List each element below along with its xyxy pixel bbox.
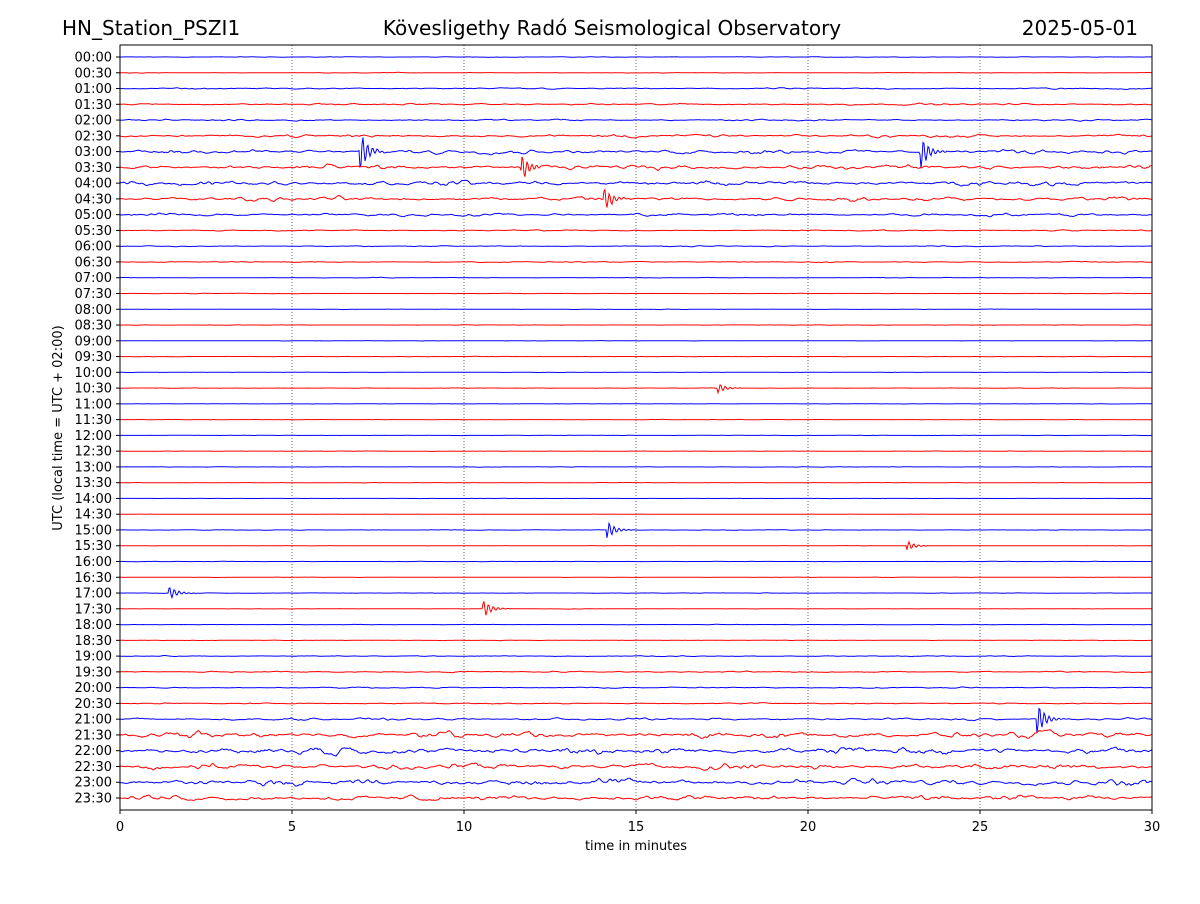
trace-0930 [120,356,1152,357]
y-tick-label: 19:00 [75,650,112,665]
trace-0400 [120,180,1152,186]
y-tick-label: 20:00 [75,681,112,696]
trace-0100 [120,88,1152,90]
y-tick-label: 12:30 [75,445,112,460]
x-tick-label: 10 [456,820,473,835]
y-tick-label: 04:30 [75,192,112,207]
y-tick-label: 10:30 [75,382,112,397]
y-tick-label: 14:30 [75,508,112,523]
y-tick-label: 03:30 [75,161,112,176]
y-tick-label: 15:00 [75,523,112,538]
y-tick-label: 04:00 [75,177,112,192]
y-tick-label: 14:00 [75,492,112,507]
y-tick-label: 01:30 [75,98,112,113]
y-tick-label: 20:30 [75,697,112,712]
y-tick-label: 05:00 [75,208,112,223]
y-tick-label: 19:30 [75,665,112,680]
y-tick-label: 01:00 [75,82,112,97]
trace-1630 [120,577,1152,578]
y-axis: 00:0000:3001:0001:3002:0002:3003:0003:30… [75,51,120,807]
trace-1030 [120,385,1152,393]
station-title: HN_Station_PSZI1 [62,16,240,40]
y-tick-label: 12:00 [75,429,112,444]
trace-0830 [120,325,1152,326]
trace-1600 [120,561,1152,562]
trace-0300 [120,138,1152,169]
x-tick-label: 0 [116,820,124,835]
y-tick-label: 23:00 [75,776,112,791]
x-tick-label: 20 [800,820,817,835]
trace-1330 [120,483,1152,484]
y-tick-label: 17:00 [75,587,112,602]
x-tick-label: 15 [628,820,645,835]
x-axis-label: time in minutes [585,839,687,854]
trace-0800 [120,309,1152,310]
trace-2130 [120,730,1152,739]
y-tick-label: 02:30 [75,129,112,144]
y-tick-label: 08:30 [75,319,112,334]
y-tick-label: 07:30 [75,287,112,302]
grid-lines [292,45,980,810]
chart-title: Kövesligethy Radó Seismological Observat… [383,16,841,40]
y-tick-label: 23:30 [75,792,112,807]
y-tick-label: 22:00 [75,744,112,759]
trace-0630 [120,261,1152,262]
trace-2030 [120,703,1152,704]
trace-0700 [120,277,1152,278]
y-tick-label: 09:30 [75,350,112,365]
x-tick-label: 30 [1144,820,1161,835]
y-tick-label: 05:30 [75,224,112,239]
y-tick-label: 18:30 [75,634,112,649]
y-tick-label: 16:00 [75,555,112,570]
y-tick-label: 06:00 [75,240,112,255]
y-tick-label: 16:30 [75,571,112,586]
trace-0530 [120,230,1152,231]
trace-2300 [120,778,1152,786]
trace-2000 [120,687,1152,689]
y-tick-label: 11:30 [75,413,112,428]
y-tick-label: 15:30 [75,539,112,554]
trace-1830 [120,640,1152,641]
y-tick-label: 10:00 [75,366,112,381]
date-title: 2025-05-01 [1022,16,1138,40]
trace-1900 [120,656,1152,657]
y-tick-label: 21:30 [75,728,112,743]
trace-1130 [120,419,1152,420]
trace-1300 [120,467,1152,468]
y-tick-label: 00:30 [75,66,112,81]
y-tick-label: 00:00 [75,51,112,66]
y-tick-label: 22:30 [75,760,112,775]
y-axis-label: UTC (local time = UTC + 02:00) [51,325,66,530]
y-tick-label: 06:30 [75,255,112,270]
y-tick-label: 02:00 [75,114,112,129]
x-tick-label: 25 [972,820,989,835]
trace-2200 [120,747,1152,756]
y-tick-label: 13:30 [75,476,112,491]
y-tick-label: 18:00 [75,618,112,633]
trace-0030 [120,72,1152,73]
x-tick-label: 5 [288,820,296,835]
y-tick-label: 08:00 [75,303,112,318]
y-tick-label: 11:00 [75,397,112,412]
trace-1800 [120,624,1152,625]
y-tick-label: 09:00 [75,334,112,349]
y-tick-label: 21:00 [75,713,112,728]
trace-0130 [120,103,1152,105]
y-tick-label: 03:00 [75,145,112,160]
y-tick-label: 13:00 [75,460,112,475]
trace-0730 [120,293,1152,294]
y-tick-label: 07:00 [75,271,112,286]
trace-2230 [120,763,1152,770]
y-tick-label: 17:30 [75,602,112,617]
x-axis: 0 5 10 15 20 25 30 [116,810,1160,835]
trace-0000 [120,57,1152,58]
trace-0230 [120,134,1152,138]
trace-1700 [120,588,1152,598]
